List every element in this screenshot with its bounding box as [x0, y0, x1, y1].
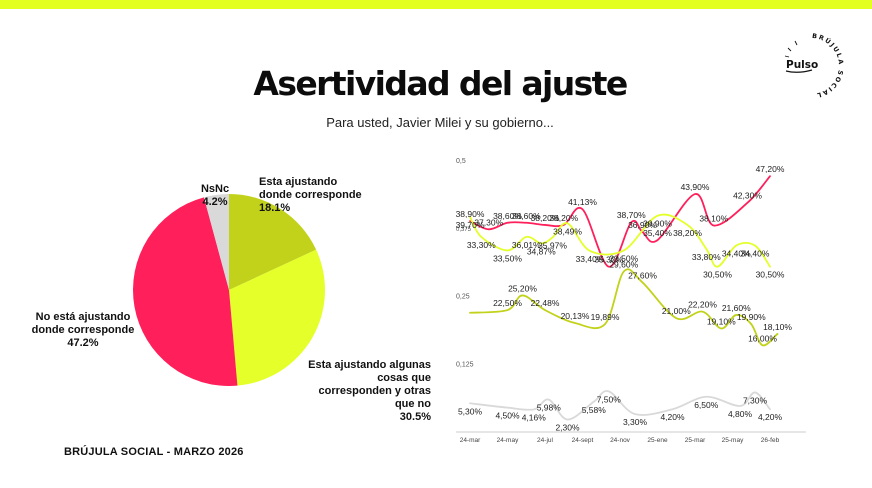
pie-label-donde-corresponde: Esta ajustando donde corresponde 18.1% — [259, 176, 362, 214]
data-label: 35,30% — [594, 255, 623, 265]
x-tick-label: 26-feb — [761, 437, 780, 444]
data-label: 2,30% — [555, 423, 580, 433]
data-label: 33,50% — [493, 253, 522, 263]
pie-slice-1 — [229, 249, 325, 386]
data-label: 16,00% — [748, 333, 777, 343]
y-tick-label: 0,375 — [456, 227, 472, 233]
data-label: 38,60% — [493, 211, 522, 221]
data-label: 43,90% — [681, 182, 710, 192]
data-label: 7,50% — [597, 394, 622, 404]
series-line-3 — [469, 390, 771, 421]
data-label: 18,10% — [763, 322, 792, 332]
data-label: 21,00% — [662, 306, 691, 316]
data-label: 4,80% — [728, 409, 753, 419]
series-line-2 — [469, 268, 779, 347]
x-tick-label: 24-may — [497, 437, 519, 444]
data-label: 34,87% — [527, 246, 556, 256]
data-label: 36,01% — [512, 240, 541, 250]
y-tick-label: 0,25 — [456, 294, 470, 301]
pie-slice-0 — [229, 194, 317, 290]
series-line-1 — [469, 213, 771, 268]
data-label: 5,30% — [458, 406, 483, 416]
data-label: 3,30% — [623, 417, 648, 427]
data-label: 47,20% — [756, 164, 785, 174]
data-label: 38,20% — [673, 228, 702, 238]
top-accent-bar — [0, 0, 872, 9]
data-label: 39,90% — [643, 219, 672, 229]
page-subtitle: Para usted, Javier Milei y su gobierno..… — [326, 115, 554, 130]
data-label: 5,98% — [537, 403, 562, 413]
data-label: 19,90% — [737, 312, 766, 322]
data-label: 6,50% — [694, 400, 719, 410]
data-label: 34,40% — [722, 249, 751, 259]
data-label: 41,13% — [568, 197, 597, 207]
data-label: 25,20% — [508, 283, 537, 293]
page-title: Asertividad del ajuste — [253, 64, 628, 103]
data-label: 38,60% — [512, 211, 541, 221]
pie-slice-3 — [203, 194, 229, 290]
y-tick-label: 0,5 — [456, 158, 466, 165]
data-label: 38,20% — [549, 213, 578, 223]
pulso-logo: BRÚJULA SOCIAL Pulso — [784, 32, 844, 100]
data-label: 20,13% — [561, 311, 590, 321]
data-label: 38,90% — [456, 209, 485, 219]
data-label: 22,50% — [493, 298, 522, 308]
data-label: 34,40% — [741, 249, 770, 259]
data-label: 39,70% — [456, 220, 485, 230]
data-label: 36,90% — [628, 220, 657, 230]
data-label: 33,30% — [467, 240, 496, 250]
data-label: 30,50% — [756, 270, 785, 280]
pie-label-nsnc: NsNc 4.2% — [200, 183, 230, 208]
data-label: 30,50% — [703, 270, 732, 280]
data-label: 38,49% — [553, 226, 582, 236]
x-tick-label: 25-may — [722, 437, 744, 444]
data-label: 35,97% — [538, 240, 567, 250]
data-label: 33,50% — [609, 253, 638, 263]
data-label: 38,10% — [699, 213, 728, 223]
data-label: 21,60% — [722, 303, 751, 313]
data-label: 4,20% — [660, 412, 685, 422]
data-label: 22,20% — [688, 300, 717, 310]
data-label: 42,30% — [733, 191, 762, 201]
pie-label-no-ajustando: No está ajustando donde corresponde 47.2… — [31, 311, 135, 349]
x-tick-label: 24-sept — [572, 437, 594, 444]
data-label: 37,30% — [474, 217, 503, 227]
data-label: 5,58% — [582, 405, 607, 415]
data-label: 33,40% — [576, 254, 605, 264]
footer-source: BRÚJULA SOCIAL - MARZO 2026 — [64, 446, 244, 458]
series-line-0 — [469, 175, 771, 268]
data-label: 19,10% — [707, 316, 736, 326]
data-label: 7,30% — [743, 395, 768, 405]
logo-name: Pulso — [786, 59, 818, 71]
x-tick-label: 25-mar — [685, 437, 706, 444]
data-label: 35,40% — [643, 228, 672, 238]
data-label: 4,16% — [522, 412, 547, 422]
data-label: 27,60% — [628, 270, 657, 280]
data-label: 29,60% — [609, 260, 638, 270]
data-label: 19,89% — [591, 312, 620, 322]
x-tick-label: 24-nov — [610, 437, 631, 444]
pie-label-algunas-cosas: Esta ajustando algunas cosas que corresp… — [308, 359, 431, 423]
x-tick-label: 24-jul — [537, 437, 553, 444]
data-label: 4,20% — [758, 412, 783, 422]
data-label: 33,80% — [692, 252, 721, 262]
data-label: 22,48% — [531, 298, 560, 308]
y-tick-label: 0,125 — [456, 361, 474, 368]
pie-slice-2 — [133, 197, 238, 386]
data-label: 4,50% — [495, 411, 520, 421]
x-tick-label: 25-ene — [647, 437, 668, 444]
data-label: 38,20% — [531, 213, 560, 223]
data-label: 38,70% — [617, 210, 646, 220]
x-tick-label: 24-mar — [460, 437, 481, 444]
